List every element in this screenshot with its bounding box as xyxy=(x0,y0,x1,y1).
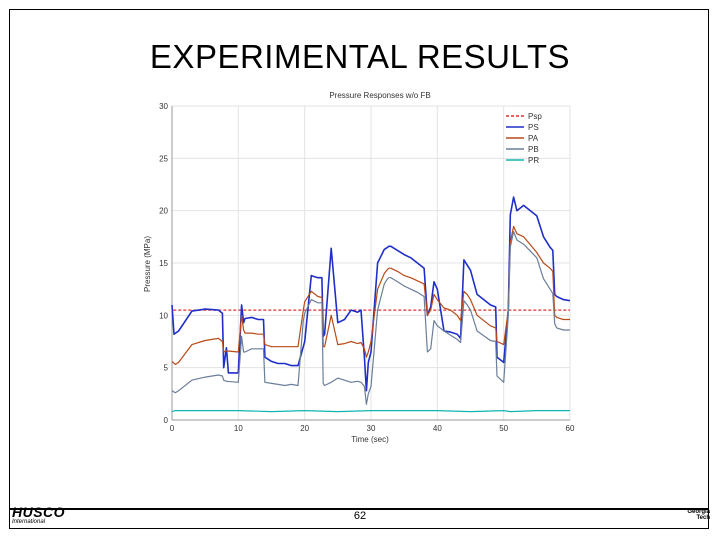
y-tick-label: 25 xyxy=(159,154,168,163)
series-line-pa xyxy=(171,225,570,366)
chart-svg: Pressure Responses w/o FB Time (sec) Pre… xyxy=(143,91,575,444)
georgia-tech-logo-line2: Tech xyxy=(696,515,710,521)
x-tick-label: 50 xyxy=(499,424,508,433)
grid-layer xyxy=(171,105,571,421)
series-line-ps xyxy=(171,196,571,392)
y-tick-label: 0 xyxy=(164,416,169,425)
series-line-pr xyxy=(171,410,570,413)
legend: Psp PS PA PB PR xyxy=(506,112,542,165)
legend-label-pb: PB xyxy=(528,145,539,154)
axis-layer: 0 10 20 30 40 50 60 0 5 10 15 20 25 30 xyxy=(159,102,575,433)
page-number: 62 xyxy=(353,510,367,522)
x-tick-label: 40 xyxy=(433,424,442,433)
husco-logo-name: HUSCO xyxy=(12,504,66,520)
x-axis-label: Time (sec) xyxy=(351,435,389,444)
y-tick-label: 20 xyxy=(159,207,168,216)
y-tick-label: 30 xyxy=(159,102,168,111)
georgia-tech-logo-line1: Georgia xyxy=(687,509,710,515)
y-axis-label: Pressure (MPa) xyxy=(143,236,152,292)
x-tick-label: 0 xyxy=(170,424,175,433)
legend-label-pa: PA xyxy=(528,134,539,143)
pressure-chart: Pressure Responses w/o FB Time (sec) Pre… xyxy=(130,86,586,456)
x-tick-label: 30 xyxy=(367,424,376,433)
y-tick-label: 15 xyxy=(159,259,168,268)
legend-label-psp: Psp xyxy=(528,112,542,121)
footer-rule xyxy=(9,508,709,510)
series-layer xyxy=(171,196,571,413)
y-tick-label: 5 xyxy=(164,364,169,373)
x-tick-label: 60 xyxy=(566,424,575,433)
slide-title: EXPERIMENTAL RESULTS xyxy=(149,38,571,75)
husco-logo-sub: International xyxy=(12,519,46,525)
x-tick-label: 10 xyxy=(234,424,243,433)
husco-logo: HUSCO International xyxy=(12,504,76,526)
slide-frame xyxy=(9,9,709,529)
x-tick-label: 20 xyxy=(300,424,309,433)
legend-label-ps: PS xyxy=(528,123,539,132)
chart-title: Pressure Responses w/o FB xyxy=(329,91,430,100)
series-line-pb xyxy=(171,231,570,405)
legend-label-pr: PR xyxy=(528,156,539,165)
y-tick-label: 10 xyxy=(159,311,168,320)
georgia-tech-logo: Georgia Tech xyxy=(662,509,710,525)
